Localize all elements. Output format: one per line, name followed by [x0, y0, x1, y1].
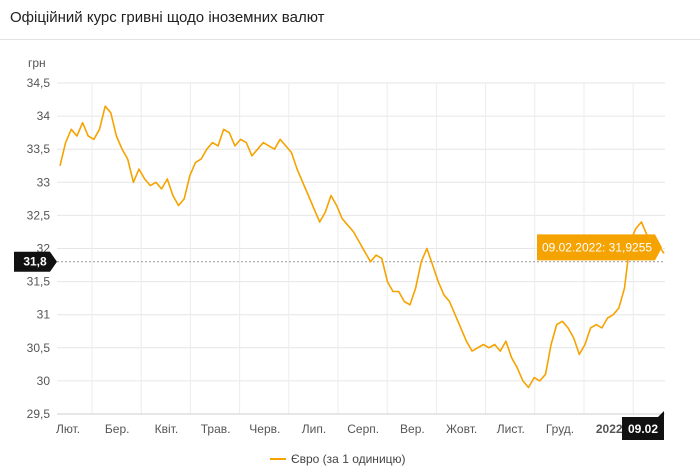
- x-tick-label: Бер.: [105, 422, 130, 436]
- chart-title: Офіційний курс гривні щодо іноземних вал…: [10, 9, 325, 26]
- y-tick-label: 34: [37, 109, 51, 123]
- x-tick-label: Лип.: [302, 422, 326, 436]
- x-tick-label: Трав.: [201, 422, 231, 436]
- y-tick-label: 34,5: [27, 76, 51, 90]
- x-marker-pointer: [658, 411, 664, 417]
- y-marker-label: 31,8: [23, 255, 47, 269]
- x-tick-labels: Лют. Бер. Квіт. Трав. Черв. Лип. Серп. Вер. Жовт…: [56, 422, 623, 436]
- x-tick-label: Вер.: [400, 422, 425, 436]
- x-tick-label: Лист.: [497, 422, 525, 436]
- x-tick-label: Лют.: [56, 422, 80, 436]
- crosshair-x-marker: 09.02: [622, 411, 664, 440]
- legend-label: Євро (за 1 одиницю): [291, 452, 406, 466]
- y-tick-label: 32,5: [27, 208, 51, 222]
- x-tick-label: Квіт.: [155, 422, 179, 436]
- crosshair-y-marker: 31,8: [14, 251, 57, 272]
- tooltip-label: 09.02.2022: 31,9255: [542, 240, 652, 254]
- tooltip-box: [537, 234, 662, 261]
- tooltip: 09.02.2022: 31,9255: [537, 234, 662, 261]
- x-marker-box: [622, 417, 664, 440]
- y-tick-label: 33: [37, 175, 51, 189]
- y-tick-label: 29,5: [27, 407, 51, 421]
- x-tick-label: Груд.: [546, 422, 574, 436]
- y-tick-label: 33,5: [27, 142, 51, 156]
- y-tick-label: 31,5: [27, 275, 51, 289]
- x-marker-label: 09.02: [628, 422, 658, 436]
- series-line-euro[interactable]: [59, 105, 665, 389]
- y-tick-label: 30: [37, 374, 51, 388]
- x-tick-label: Жовт.: [446, 422, 477, 436]
- chart-header: Офіційний курс гривні щодо іноземних вал…: [0, 0, 700, 40]
- y-axis-unit-label: грн: [28, 56, 46, 70]
- y-tick-label: 30,5: [27, 341, 51, 355]
- x-tick-label: Серп.: [347, 422, 379, 436]
- x-tick-label: Черв.: [249, 422, 280, 436]
- x-tick-label: 2022: [596, 422, 623, 436]
- y-tick-label: 31: [37, 308, 51, 322]
- legend[interactable]: Євро (за 1 одиницю): [270, 452, 406, 466]
- y-marker-box: [14, 251, 57, 272]
